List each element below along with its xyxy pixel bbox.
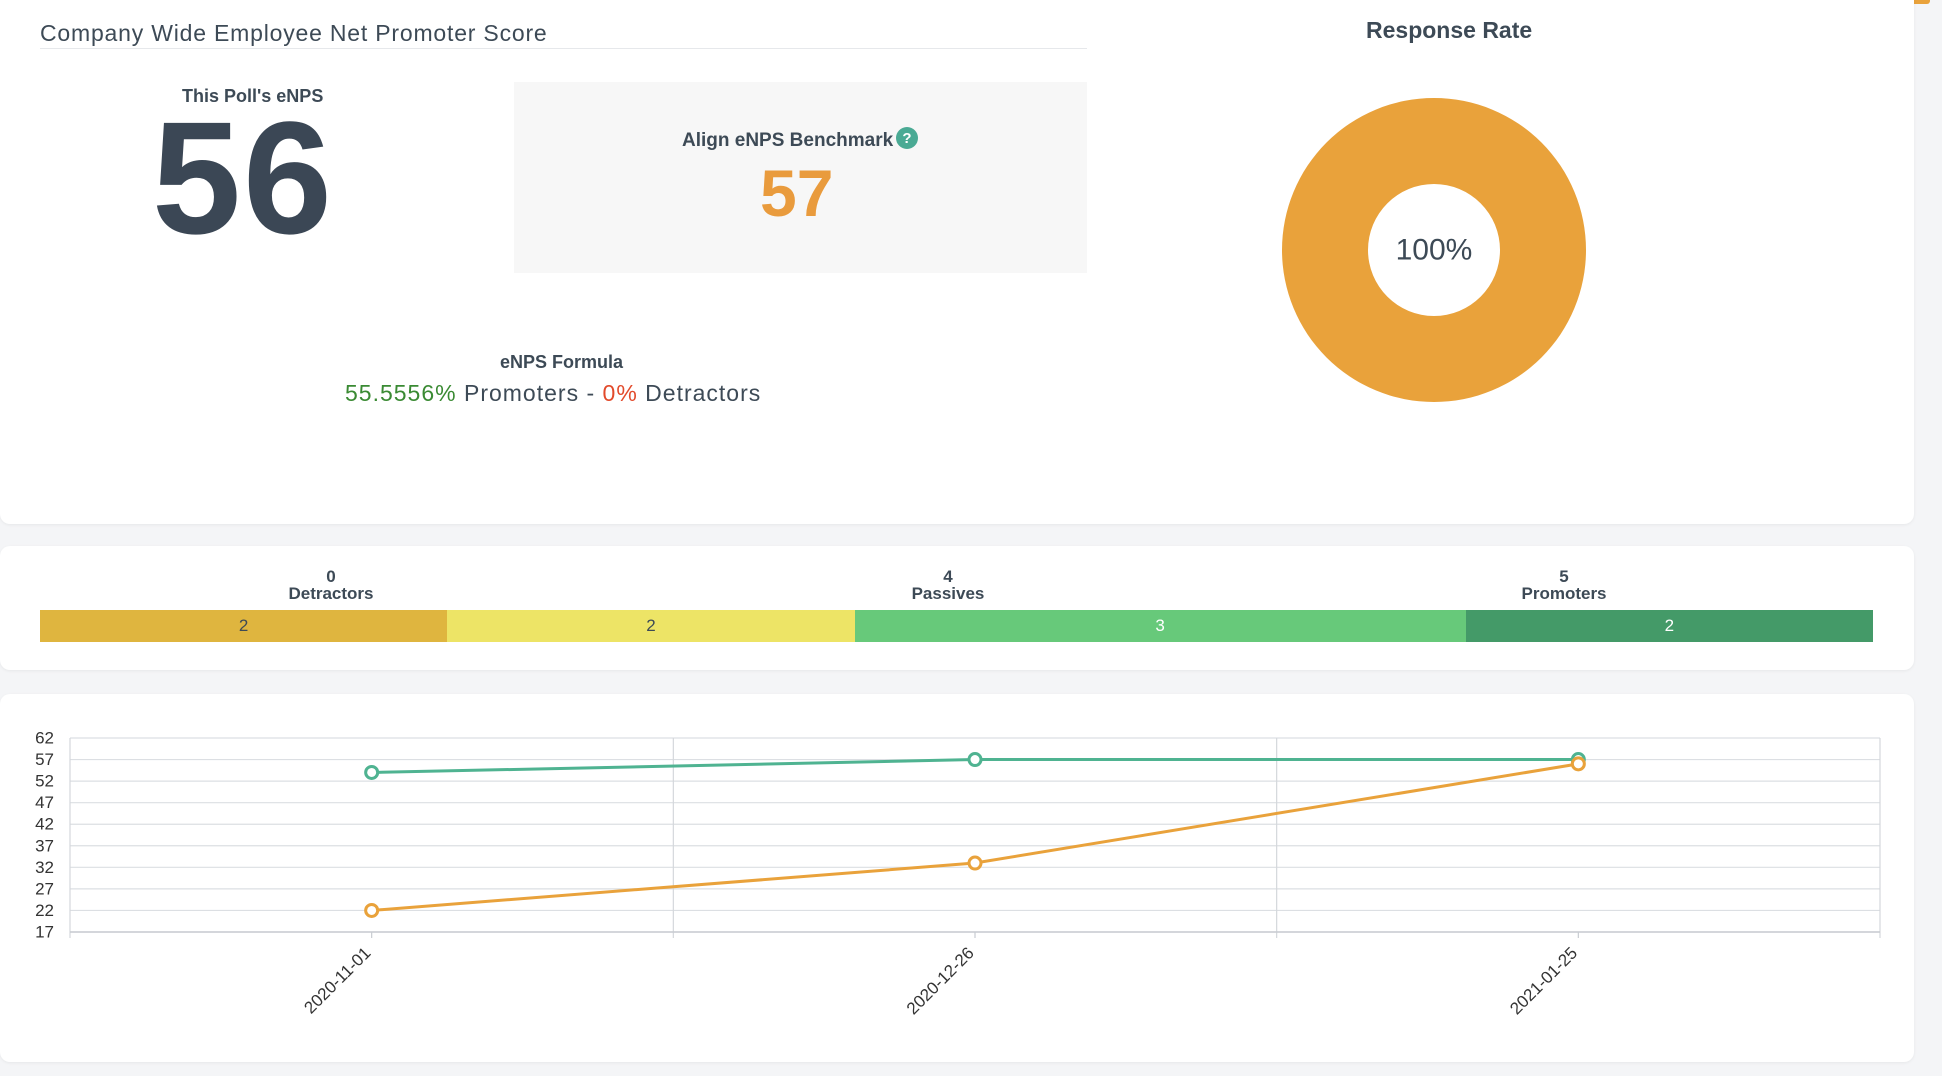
trend-card	[0, 694, 1914, 1062]
promoters-percent: 55.5556%	[345, 380, 457, 406]
detractors-header: 0 Detractors	[231, 568, 431, 602]
y-tick-label: 22	[35, 901, 54, 920]
promoters-text: Promoters	[463, 380, 580, 406]
detractors-count: 0	[326, 567, 336, 586]
formula-minus: -	[586, 380, 596, 406]
distribution-segment[interactable]: 2	[1465, 610, 1873, 642]
distribution-segment[interactable]: 3	[854, 610, 1466, 642]
y-tick-label: 57	[35, 750, 54, 769]
passives-count: 4	[943, 567, 953, 586]
donut-center-label: 100%	[1396, 234, 1473, 267]
response-rate-title: Response Rate	[1366, 17, 1533, 43]
y-tick-label: 32	[35, 858, 54, 877]
response-rate-donut: 100%	[1282, 98, 1586, 402]
benchmark-label: Align eNPS Benchmark	[682, 130, 894, 151]
y-tick-label: 17	[35, 923, 54, 942]
formula-expression: 55.5556% Promoters - 0% Detractors	[345, 380, 761, 407]
data-point[interactable]	[364, 764, 380, 780]
poll-enps-value: 56	[152, 88, 334, 267]
distribution-segment[interactable]: 2	[447, 610, 855, 642]
formula-label: eNPS Formula	[500, 352, 624, 372]
data-point[interactable]	[1570, 756, 1586, 772]
benchmark-value: 57	[760, 156, 834, 230]
poll-enps-label: This Poll's eNPS	[182, 86, 324, 106]
detractors-text: Detractors	[645, 380, 762, 406]
detractors-percent: 0%	[602, 380, 638, 406]
benchmark-panel	[514, 82, 1087, 273]
section-title: Company Wide Employee Net Promoter Score	[40, 20, 548, 46]
distribution-card	[0, 546, 1914, 670]
x-tick-label: 2021-01-25	[1506, 943, 1581, 1018]
data-point[interactable]	[364, 902, 380, 918]
x-tick-label: 2020-12-26	[903, 943, 978, 1018]
promoters-header: 5 Promoters	[1464, 568, 1664, 602]
passives-header: 4 Passives	[848, 568, 1048, 602]
detractors-label: Detractors	[288, 584, 374, 603]
donut-segment[interactable]	[1282, 98, 1586, 402]
promoters-label: Promoters	[1521, 584, 1607, 603]
y-tick-label: 62	[35, 729, 54, 748]
passives-label: Passives	[911, 584, 985, 603]
y-tick-label: 52	[35, 772, 54, 791]
enps-trend-chart: 17 22 27 32 37 42 47 52 57 62 2020-11-01 2020-12-26…	[35, 729, 1881, 1018]
y-tick-label: 47	[35, 793, 54, 812]
help-icon[interactable]: ?	[896, 127, 918, 149]
title-divider	[40, 48, 1087, 49]
score-distribution-bar: 2 2 3 2	[40, 610, 1873, 642]
data-point[interactable]	[967, 855, 983, 871]
data-point[interactable]	[967, 752, 983, 768]
distribution-segment[interactable]: 2	[40, 610, 448, 642]
promoters-count: 5	[1559, 567, 1569, 586]
x-tick-label: 2020-11-01	[300, 943, 374, 1017]
y-tick-label: 37	[35, 836, 54, 855]
y-tick-label: 42	[35, 815, 54, 834]
y-tick-label: 27	[35, 879, 54, 898]
